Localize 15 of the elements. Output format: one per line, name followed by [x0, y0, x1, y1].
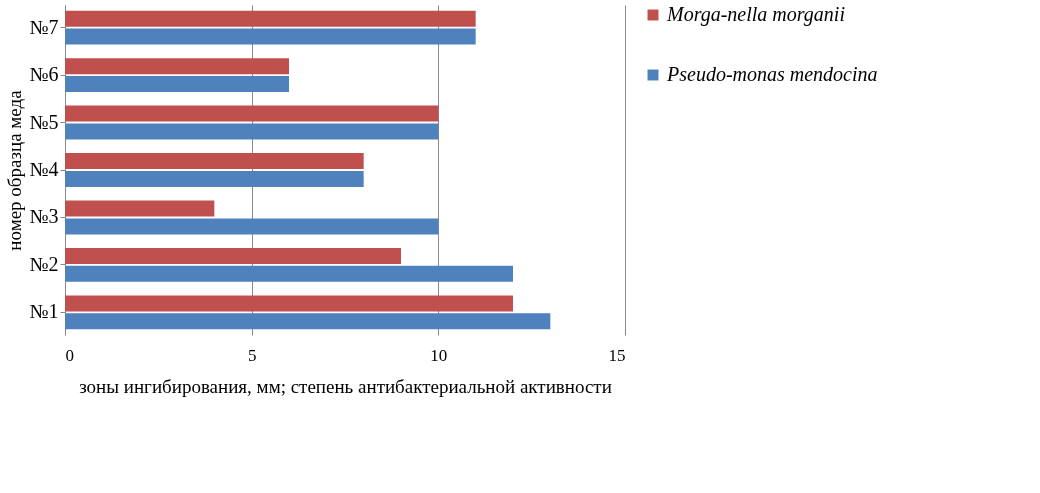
y-tick-label: №7 [29, 15, 59, 38]
legend-label: Pseudo-monas mendocina [666, 63, 878, 85]
x-tick-label: 10 [430, 345, 448, 365]
x-tick-label: 0 [65, 345, 74, 365]
y-axis-title: номер образца меда [4, 89, 26, 251]
legend-label: Morga-nella morganii [666, 3, 845, 26]
y-tick-label: №4 [29, 158, 59, 180]
y-tick-label: №2 [29, 252, 59, 275]
y-tick-label: №3 [29, 205, 59, 228]
y-tick-label: №1 [29, 300, 59, 323]
x-tick-label: 5 [247, 345, 257, 365]
x-axis-title: зоны ингибирования, мм; степень антибактериальной активности [79, 375, 612, 397]
y-tick-label: №5 [29, 110, 59, 133]
y-tick-label: №6 [29, 63, 59, 86]
x-tick-label: 15 [608, 345, 626, 365]
